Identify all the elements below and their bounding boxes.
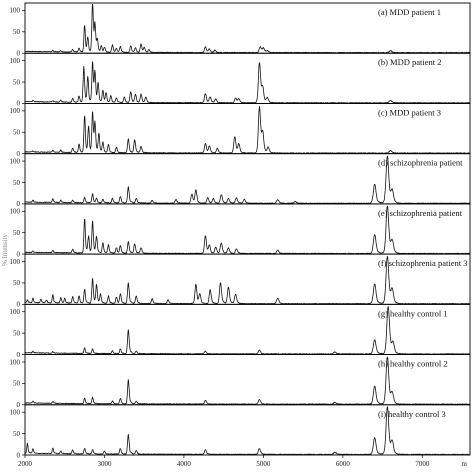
panel-label: (f) schizophrenia patient 3 [378, 258, 467, 268]
y-tick-label: 100 [10, 208, 21, 216]
y-tick-label: 50 [13, 380, 21, 388]
y-tick-label: 50 [13, 28, 21, 36]
panel-label: (i) healthy control 3 [378, 409, 446, 419]
panel-label: (c) MDD patient 3 [378, 107, 441, 117]
y-tick-label: 100 [10, 7, 21, 15]
y-tick-label: 0 [17, 200, 21, 208]
spectrum-trace [24, 356, 471, 405]
panel-label: (h) healthy control 2 [378, 359, 448, 369]
y-tick-label: 0 [17, 100, 21, 108]
y-tick-label: 100 [10, 57, 21, 65]
y-tick-label: 50 [13, 329, 21, 337]
spectrum-panel: 0 50 100 (h) healthy control 2 [10, 354, 471, 409]
spectrum-panel: 0 50 100 (g) healthy control 1 [10, 303, 471, 359]
x-tick-label: 2000 [18, 460, 33, 468]
y-tick-label: 0 [17, 250, 21, 258]
y-tick-label: 50 [13, 430, 21, 438]
y-tick-label: 50 [13, 78, 21, 86]
y-tick-label: 100 [10, 358, 21, 366]
y-tick-label: 0 [17, 351, 21, 359]
spectrum-trace [24, 106, 471, 154]
y-tick-label: 50 [13, 229, 21, 237]
x-axis: 2000 3000 4000 5000 6000 7000 m [18, 455, 468, 468]
y-tick-label: 100 [10, 157, 21, 165]
x-tick-label: 4000 [177, 460, 192, 468]
panel-label: (b) MDD patient 2 [378, 57, 442, 67]
spectrum-trace [24, 4, 471, 54]
panel-label: (g) healthy control 1 [378, 308, 448, 318]
y-tick-label: 0 [17, 301, 21, 309]
x-tick-label: 3000 [97, 460, 112, 468]
y-axis-partial-label: % Intensity [1, 233, 9, 266]
y-tick-label: 50 [13, 129, 21, 137]
spectrum-trace [24, 255, 471, 305]
panel-label: (a) MDD patient 1 [378, 7, 441, 17]
y-tick-label: 0 [17, 150, 21, 158]
y-tick-label: 100 [10, 107, 21, 115]
spectrum-panel: 0 50 100 (a) MDD patient 1 [10, 2, 471, 58]
spectrum-panel: 0 50 100 (b) MDD patient 2 [10, 52, 471, 108]
panel-label: (e) schizophrenia patient [378, 208, 463, 218]
y-tick-label: 100 [10, 408, 21, 416]
spectrum-panel: 0 50 100 (e) schizophrenia patient [10, 203, 471, 258]
spectrum-panel: 0 50 100 (d) schizophrenia patient [10, 153, 471, 208]
x-tick-label: 7000 [415, 460, 430, 468]
spectrum-trace [24, 61, 471, 104]
spectrum-trace [24, 306, 471, 355]
spectra-panels: 0 50 100 (a) MDD patient 1 0 50 100 (b) MDD pat… [10, 2, 471, 459]
panel-label: (d) schizophrenia patient [378, 158, 463, 168]
spectrum-trace [24, 205, 471, 255]
y-tick-label: 100 [10, 258, 21, 266]
x-tick-label: 6000 [336, 460, 351, 468]
spectrum-trace [24, 406, 471, 456]
panel-frame [24, 404, 471, 456]
y-tick-label: 0 [17, 401, 21, 409]
y-tick-label: 0 [17, 451, 21, 459]
y-tick-label: 50 [13, 279, 21, 287]
x-axis-partial-label: m [462, 460, 468, 468]
spectrum-panel: 0 50 100 (i) healthy control 3 [10, 404, 471, 459]
spectrum-panel: 0 50 100 (f) schizophrenia patient 3 [10, 253, 471, 309]
y-tick-label: 0 [17, 50, 21, 58]
spectrum-trace [24, 155, 471, 205]
spectrum-panel: 0 50 100 (c) MDD patient 3 [10, 102, 471, 158]
y-tick-label: 100 [10, 308, 21, 316]
x-tick-label: 5000 [256, 460, 271, 468]
y-tick-label: 50 [13, 179, 21, 187]
